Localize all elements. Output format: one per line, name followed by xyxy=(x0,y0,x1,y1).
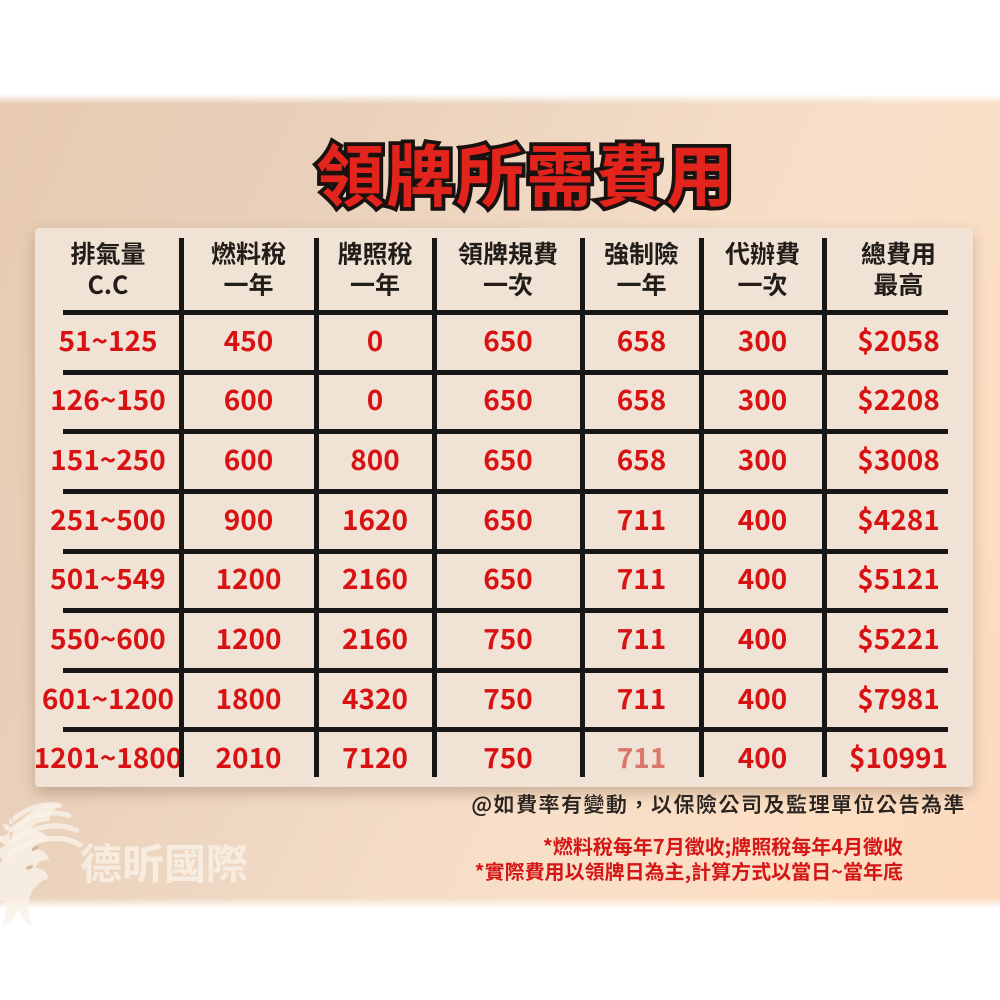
svg-text:德昕國際: 德昕國際 xyxy=(80,831,248,892)
